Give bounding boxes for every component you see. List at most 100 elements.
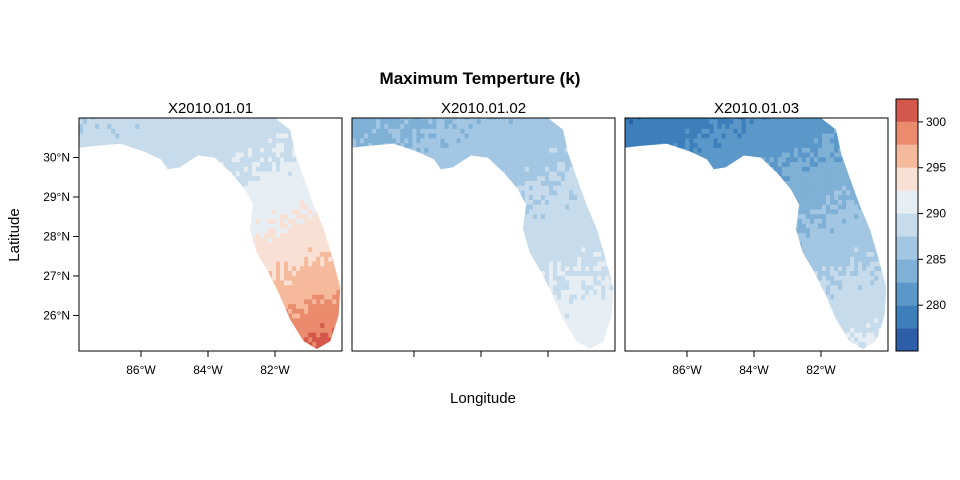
grid-cell xyxy=(163,246,169,253)
grid-cell xyxy=(83,251,88,257)
grid-cell xyxy=(139,294,144,300)
grid-cell xyxy=(444,284,450,290)
grid-cell xyxy=(432,166,438,172)
grid-cell xyxy=(448,313,454,319)
grid-cell xyxy=(284,151,289,158)
grid-cell xyxy=(83,208,88,215)
grid-cell xyxy=(276,185,281,191)
grid-cell xyxy=(159,133,165,139)
grid-cell xyxy=(103,218,108,224)
grid-cell xyxy=(316,260,321,267)
grid-cell xyxy=(296,265,301,272)
grid-cell xyxy=(251,251,257,257)
grid-cell xyxy=(476,260,482,267)
grid-cell xyxy=(87,123,92,129)
grid-cell xyxy=(227,208,233,215)
grid-cell xyxy=(171,336,177,343)
grid-cell xyxy=(380,232,385,238)
grid-cell xyxy=(340,233,345,238)
grid-cell xyxy=(155,118,161,120)
grid-cell xyxy=(364,137,369,144)
grid-cell xyxy=(360,194,365,200)
grid-cell xyxy=(296,151,301,158)
grid-cell xyxy=(292,251,297,257)
grid-cell xyxy=(464,303,470,309)
grid-cell xyxy=(428,180,434,186)
grid-cell xyxy=(380,298,385,305)
grid-cell xyxy=(183,166,189,172)
grid-cell xyxy=(263,208,269,215)
grid-cell xyxy=(79,327,84,333)
grid-cell xyxy=(199,128,205,134)
grid-cell xyxy=(416,123,421,129)
grid-cell xyxy=(247,189,253,196)
grid-cell xyxy=(175,151,181,158)
grid-cell xyxy=(360,298,365,305)
grid-cell xyxy=(288,341,293,347)
grid-cell xyxy=(111,270,116,276)
grid-cell xyxy=(159,142,165,148)
grid-cell xyxy=(259,175,265,181)
grid-cell xyxy=(324,194,329,200)
grid-cell xyxy=(107,232,112,238)
grid-cell xyxy=(183,118,189,125)
grid-cell xyxy=(388,170,393,177)
grid-cell xyxy=(368,156,373,163)
grid-cell xyxy=(440,246,446,253)
grid-cell xyxy=(119,194,124,200)
grid-cell xyxy=(219,317,225,324)
grid-cell xyxy=(131,237,136,243)
grid-cell xyxy=(368,270,373,276)
grid-cell xyxy=(139,336,144,343)
grid-cell xyxy=(360,308,365,314)
grid-cell xyxy=(263,142,269,148)
grid-cell xyxy=(436,199,442,205)
grid-cell xyxy=(432,279,438,286)
grid-cell xyxy=(211,118,217,120)
grid-cell xyxy=(340,218,345,223)
grid-cell xyxy=(392,317,397,324)
grid-cell xyxy=(99,137,104,144)
grid-cell xyxy=(263,199,269,205)
grid-cell xyxy=(312,232,317,238)
grid-cell xyxy=(127,199,132,205)
grid-cell xyxy=(147,289,152,295)
grid-cell xyxy=(131,227,136,234)
grid-cell xyxy=(179,156,185,163)
grid-cell xyxy=(227,246,233,253)
grid-cell xyxy=(175,265,181,272)
grid-cell xyxy=(139,289,144,295)
grid-cell xyxy=(304,265,309,272)
grid-cell xyxy=(396,242,401,248)
grid-cell xyxy=(456,142,462,148)
grid-cell xyxy=(476,175,482,181)
grid-cell xyxy=(215,137,221,144)
grid-cell xyxy=(131,170,136,177)
grid-cell xyxy=(412,317,417,324)
grid-cell xyxy=(115,208,120,215)
grid-cell xyxy=(187,199,193,205)
grid-cell xyxy=(428,147,434,153)
grid-cell xyxy=(223,208,229,215)
grid-cell xyxy=(460,142,466,148)
grid-cell xyxy=(380,147,385,153)
grid-cell xyxy=(175,218,181,224)
grid-cell xyxy=(292,147,297,153)
grid-cell xyxy=(436,332,442,338)
grid-cell xyxy=(183,137,189,144)
grid-cell xyxy=(115,185,120,191)
grid-cell xyxy=(211,313,217,319)
grid-cell xyxy=(276,260,281,267)
grid-cell xyxy=(408,185,413,191)
grid-cell xyxy=(179,336,185,343)
grid-cell xyxy=(183,294,189,300)
grid-cell xyxy=(171,142,177,148)
grid-cell xyxy=(444,298,450,305)
grid-cell xyxy=(400,227,405,234)
grid-cell xyxy=(336,118,341,120)
grid-cell xyxy=(452,123,458,129)
grid-cell xyxy=(151,128,156,134)
grid-cell xyxy=(219,128,225,134)
grid-cell xyxy=(87,246,92,253)
grid-cell xyxy=(352,142,357,148)
